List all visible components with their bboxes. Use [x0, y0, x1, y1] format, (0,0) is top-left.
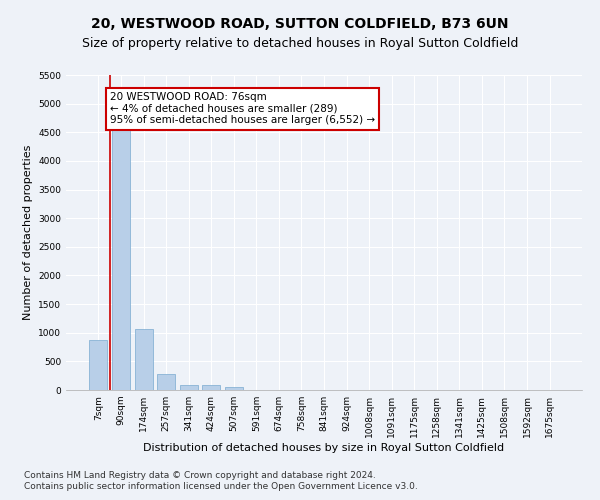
Bar [112, 129, 130, 390]
Y-axis label: Number of detached properties: Number of detached properties [23, 145, 32, 320]
Text: Contains public sector information licensed under the Open Government Licence v3: Contains public sector information licen… [24, 482, 418, 491]
Bar [225, 387, 243, 390]
Bar [202, 386, 220, 390]
Bar [179, 385, 198, 390]
Text: Size of property relative to detached houses in Royal Sutton Coldfield: Size of property relative to detached ho… [82, 38, 518, 51]
Bar [157, 374, 175, 390]
Text: Contains HM Land Registry data © Crown copyright and database right 2024.: Contains HM Land Registry data © Crown c… [24, 470, 376, 480]
Bar [89, 340, 107, 390]
X-axis label: Distribution of detached houses by size in Royal Sutton Coldfield: Distribution of detached houses by size … [143, 442, 505, 452]
Bar [134, 330, 152, 390]
Text: 20 WESTWOOD ROAD: 76sqm
← 4% of detached houses are smaller (289)
95% of semi-de: 20 WESTWOOD ROAD: 76sqm ← 4% of detached… [110, 92, 376, 126]
Text: 20, WESTWOOD ROAD, SUTTON COLDFIELD, B73 6UN: 20, WESTWOOD ROAD, SUTTON COLDFIELD, B73… [91, 18, 509, 32]
